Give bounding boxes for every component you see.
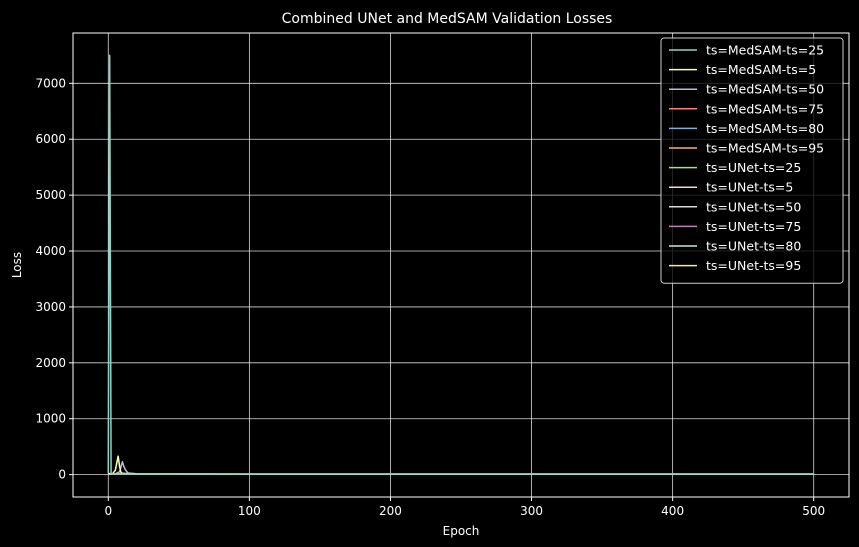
y-tick-label: 6000 xyxy=(35,132,66,146)
y-axis-label: Loss xyxy=(10,252,24,278)
y-tick-label: 0 xyxy=(58,468,66,482)
legend-label: ts=UNet-ts=80 xyxy=(706,239,801,254)
chart-title: Combined UNet and MedSAM Validation Loss… xyxy=(282,11,613,27)
y-tick-label: 5000 xyxy=(35,188,66,202)
y-tick-label: 7000 xyxy=(35,76,66,90)
y-axis: 0 1000 2000 3000 4000 5000 6000 7000 xyxy=(35,76,73,482)
x-tick-label: 500 xyxy=(802,504,825,518)
plot-frame xyxy=(72,32,850,498)
legend-label: ts=MedSAM-ts=95 xyxy=(706,141,824,156)
legend-label: ts=MedSAM-ts=5 xyxy=(706,62,816,77)
x-axis-label: Epoch xyxy=(443,524,480,538)
y-tick-label: 2000 xyxy=(35,356,66,370)
series-layer xyxy=(107,54,814,475)
legend-label: ts=MedSAM-ts=25 xyxy=(706,43,824,58)
legend-label: ts=UNet-ts=5 xyxy=(706,180,793,195)
y-tick-label: 4000 xyxy=(35,244,66,258)
y-tick-label: 3000 xyxy=(35,300,66,314)
legend-label: ts=MedSAM-ts=80 xyxy=(706,121,824,136)
x-tick-label: 0 xyxy=(104,504,112,518)
legend: ts=MedSAM-ts=25 ts=MedSAM-ts=5 ts=MedSAM-t… xyxy=(660,37,844,284)
x-axis: 0 100 200 300 400 500 xyxy=(104,497,825,518)
series-line-0 xyxy=(107,54,814,475)
legend-label: ts=UNet-ts=75 xyxy=(706,219,801,234)
legend-label: ts=MedSAM-ts=75 xyxy=(706,101,824,116)
x-tick-label: 200 xyxy=(379,504,402,518)
x-tick-label: 300 xyxy=(520,504,543,518)
legend-frame xyxy=(660,37,844,284)
y-tick-label: 1000 xyxy=(35,412,66,426)
x-tick-label: 400 xyxy=(661,504,684,518)
legend-label: ts=MedSAM-ts=50 xyxy=(706,82,824,97)
legend-label: ts=UNet-ts=25 xyxy=(706,160,801,175)
x-tick-label: 100 xyxy=(238,504,261,518)
legend-label: ts=UNet-ts=95 xyxy=(706,258,801,273)
legend-label: ts=UNet-ts=50 xyxy=(706,199,801,214)
